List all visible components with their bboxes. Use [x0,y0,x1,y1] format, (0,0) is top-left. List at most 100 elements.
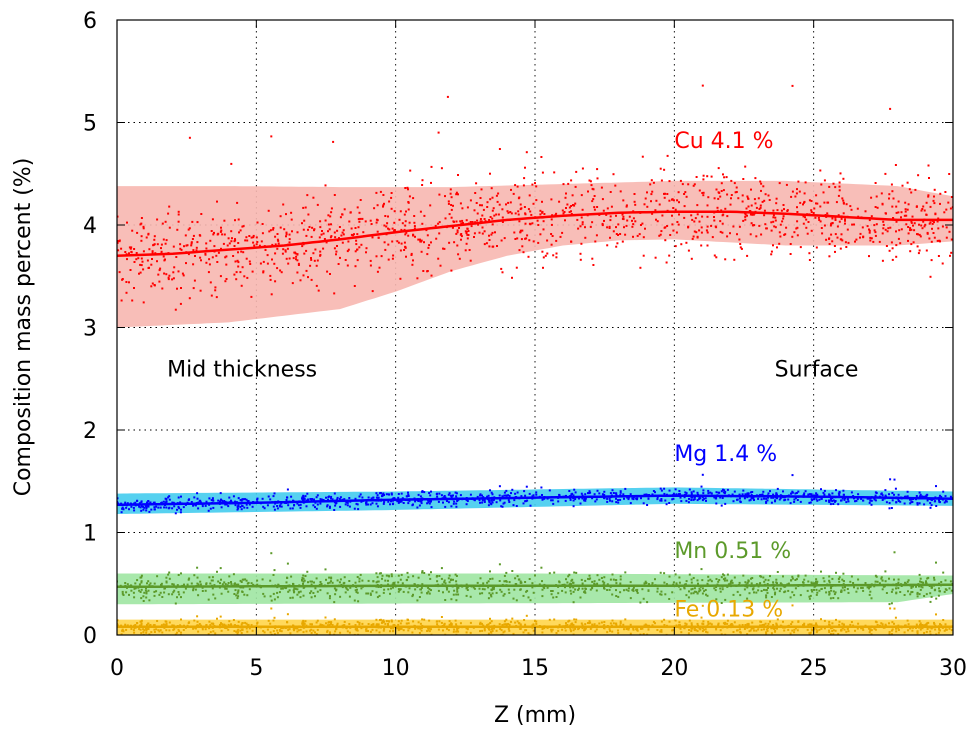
data-point [550,198,553,201]
data-point [692,577,695,579]
data-point [240,632,243,634]
data-point [890,629,893,632]
data-point [290,495,293,498]
data-point [369,264,372,267]
data-point [168,621,171,624]
data-point [407,629,410,632]
data-point [793,594,796,597]
data-point [541,588,544,591]
data-point [870,629,873,632]
data-point [705,229,708,232]
data-point [148,510,151,513]
data-point [208,497,211,500]
data-point [328,581,331,584]
data-point [674,573,677,576]
data-point [813,207,816,210]
data-point [823,627,826,630]
data-point [535,199,538,202]
data-point [785,226,788,229]
data-point [900,216,902,219]
data-point [551,499,554,502]
data-point [906,490,909,493]
data-point [668,489,671,492]
data-point [572,494,575,497]
data-point [834,629,837,632]
data-point [841,497,844,500]
data-point [715,578,718,580]
data-point [889,226,892,229]
data-point [284,250,287,253]
data-point [580,622,583,625]
data-point [753,198,756,201]
data-point [158,630,161,633]
data-point [541,631,544,634]
data-point [148,599,151,602]
data-point [197,594,200,597]
data-point [555,239,558,242]
data-point [701,579,704,582]
data-point [421,570,424,573]
data-point [388,493,391,496]
data-point [656,220,659,223]
data-point [828,629,830,632]
data-point [407,491,409,494]
data-point [641,627,644,630]
data-point [888,249,891,252]
data-point [611,573,614,576]
data-point [779,582,782,585]
data-point [312,592,315,594]
data-point [248,588,251,591]
data-point [419,210,422,213]
data-point [659,571,662,574]
data-point [417,621,420,624]
data-point [859,232,862,235]
data-point [322,624,325,627]
data-point [768,199,771,201]
data-point [325,496,327,499]
data-point [126,221,128,224]
data-point [535,185,538,188]
data-point [427,590,430,593]
data-point [632,589,635,592]
data-point [387,623,389,625]
data-point [216,261,219,263]
data-point [621,213,624,216]
data-point [698,497,701,500]
data-point [830,498,833,501]
data-point [608,497,611,500]
data-point [325,622,327,625]
data-point [591,580,594,583]
data-point [904,201,907,204]
data-point [301,222,303,225]
data-point [158,593,161,596]
data-point [584,236,587,239]
data-point [569,586,572,589]
data-point [677,191,680,194]
data-point [606,589,609,591]
data-point [440,621,443,624]
data-point [730,194,733,196]
data-point [761,624,764,626]
data-point [310,583,313,586]
data-point [939,623,941,626]
data-point [815,246,818,249]
data-point [419,238,421,241]
data-point [299,628,302,631]
data-point [235,594,238,597]
data-point [117,249,120,252]
data-point [815,578,818,581]
data-point [412,575,415,578]
data-point [355,239,358,242]
data-point [746,214,748,217]
data-point [248,235,251,237]
data-point [596,168,599,171]
data-point [465,231,468,233]
data-point [915,495,918,497]
data-point [407,208,410,211]
data-point [140,623,143,626]
data-point [343,624,346,627]
data-point [636,234,639,237]
data-point [296,593,299,596]
data-point [428,588,431,591]
data-point [515,266,518,269]
